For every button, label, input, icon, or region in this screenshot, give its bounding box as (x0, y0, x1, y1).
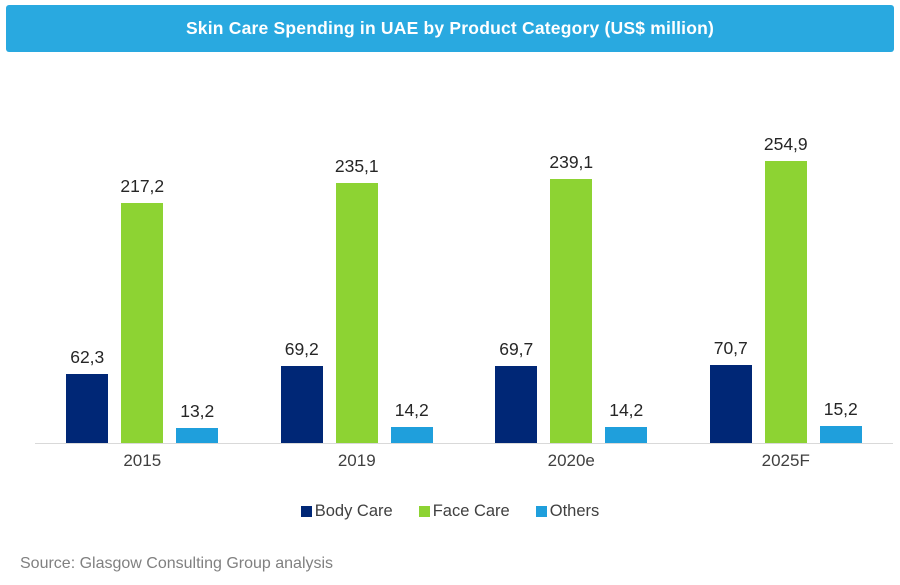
bar-others-2015: 13,2 (176, 401, 219, 443)
chart-title-bar: Skin Care Spending in UAE by Product Cat… (6, 5, 894, 52)
legend-swatch-icon (418, 506, 430, 517)
x-axis-label-2019: 2019 (337, 451, 376, 470)
chart-title: Skin Care Spending in UAE by Product Cat… (185, 18, 715, 38)
source-note: Source: Glasgow Consulting Group analysi… (20, 555, 334, 572)
value-label: 15,2 (823, 399, 858, 420)
bar-others-2019: 14,2 (390, 400, 433, 443)
bar-group-2025F: 70,7 254,9 15,2 (679, 90, 894, 443)
legend: Body Care Face Care Others (0, 502, 900, 521)
bar-group-2019: 69,2 235,1 14,2 (250, 90, 465, 443)
x-axis-label-2015: 2015 (123, 451, 162, 470)
bar-face-care-2015: 217,2 (120, 176, 164, 443)
value-label: 14,2 (394, 400, 429, 421)
bar-group-2015: 62,3 217,2 13,2 (35, 90, 250, 443)
bar-body-care-2015: 62,3 (66, 347, 109, 443)
value-label: 235,1 (334, 155, 379, 176)
bar-others-2025F: 15,2 (819, 399, 862, 443)
x-axis-labels: 2015 2019 2020e 2025F (35, 451, 893, 471)
value-label: 62,3 (70, 347, 105, 368)
bar-face-care-2019: 235,1 (335, 156, 379, 443)
bar-body-care-2019: 69,2 (280, 339, 323, 443)
value-label: 69,7 (499, 338, 534, 359)
legend-swatch-icon (535, 506, 547, 517)
legend-item-body-care: Body Care (300, 502, 393, 521)
x-axis-label-2020e: 2020e (547, 451, 595, 470)
bar-face-care-2020e: 239,1 (549, 152, 593, 443)
value-label: 69,2 (284, 339, 319, 360)
legend-swatch-icon (300, 506, 312, 517)
value-label: 217,2 (120, 175, 165, 196)
legend-label: Body Care (314, 502, 393, 520)
legend-label: Face Care (432, 502, 510, 520)
bar-body-care-2025F: 70,7 (709, 338, 752, 443)
bar-group-2020e: 69,7 239,1 14,2 (464, 90, 679, 443)
plot-area: 62,3 217,2 13,2 69,2 235,1 14,2 69,7 239,1 14,2 7… (35, 90, 893, 444)
legend-item-others: Others (535, 502, 600, 521)
value-label: 70,7 (713, 337, 748, 358)
bar-face-care-2025F: 254,9 (764, 134, 808, 443)
value-label: 239,1 (549, 151, 594, 172)
value-label: 14,2 (609, 400, 644, 421)
x-axis-label-2025F: 2025F (761, 451, 810, 470)
legend-item-face-care: Face Care (418, 502, 510, 521)
legend-label: Others (549, 502, 600, 520)
bar-body-care-2020e: 69,7 (495, 339, 538, 443)
value-label: 254,9 (763, 134, 808, 154)
bar-others-2020e: 14,2 (605, 400, 648, 443)
value-label: 13,2 (180, 401, 215, 422)
